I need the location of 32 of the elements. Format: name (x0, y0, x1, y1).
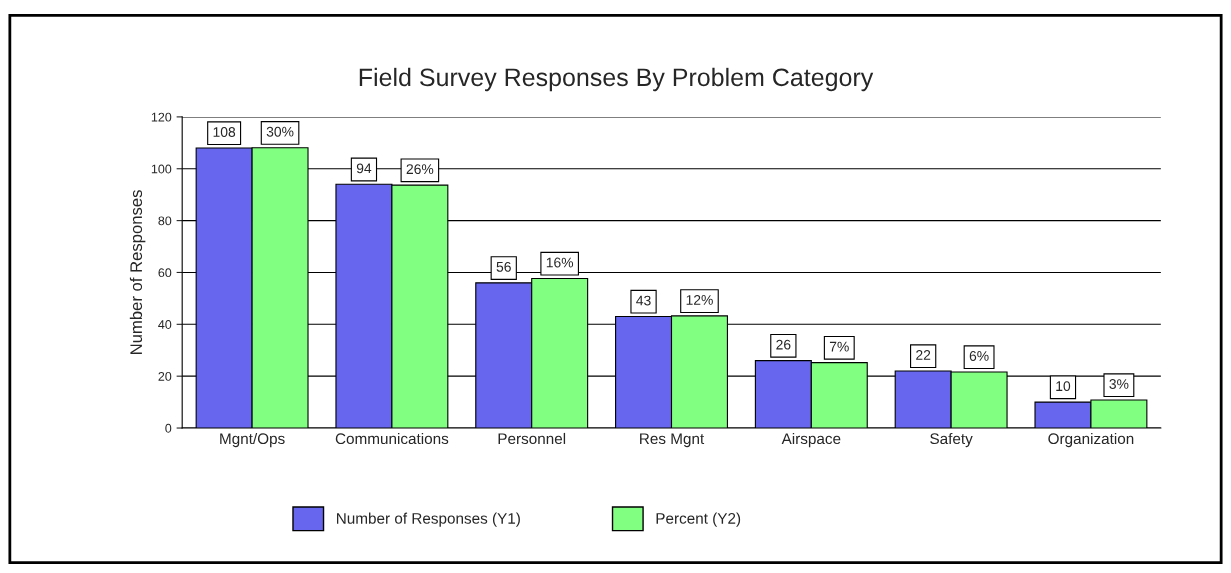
x-tick-label: Personnel (498, 432, 566, 445)
data-label: 26% (406, 164, 434, 175)
y-axis-title: Number of Responses (129, 190, 146, 354)
data-label: 16% (546, 257, 574, 268)
data-label: 3% (1109, 379, 1129, 389)
y-tick-label: 20 (158, 371, 172, 381)
legend-label: Percent (Y2) (656, 512, 741, 527)
x-tick-label: Airspace (781, 432, 841, 448)
x-tick-label: Mgnt/Ops (220, 432, 285, 448)
data-label: 22 (916, 350, 931, 360)
x-tick-label: Communications (335, 432, 449, 445)
data-label: 10 (1056, 381, 1071, 392)
y-tick-label: 80 (158, 216, 172, 226)
x-tick-label: Res Mgnt (640, 433, 705, 448)
chart-title: Field Survey Responses By Problem Category (359, 67, 874, 92)
y-tick-label: 0 (165, 423, 172, 433)
y-tick-label: 120 (151, 112, 172, 122)
data-label: 30% (266, 126, 294, 137)
data-label: 26 (776, 339, 791, 350)
data-label: 7% (829, 341, 849, 352)
y-tick-label: 40 (158, 320, 172, 329)
data-label: 43 (636, 295, 651, 306)
data-label: 56 (496, 261, 511, 272)
data-label: 6% (969, 351, 989, 361)
data-label: 12% (686, 295, 713, 305)
y-tick-label: 100 (151, 164, 172, 174)
legend-label: Number of Responses (Y1) (337, 512, 520, 527)
data-label: 94 (356, 163, 372, 174)
data-label: 108 (213, 127, 236, 137)
x-tick-label: Safety (930, 432, 973, 448)
x-tick-label: Organization (1048, 432, 1134, 448)
y-tick-label: 60 (158, 268, 172, 278)
